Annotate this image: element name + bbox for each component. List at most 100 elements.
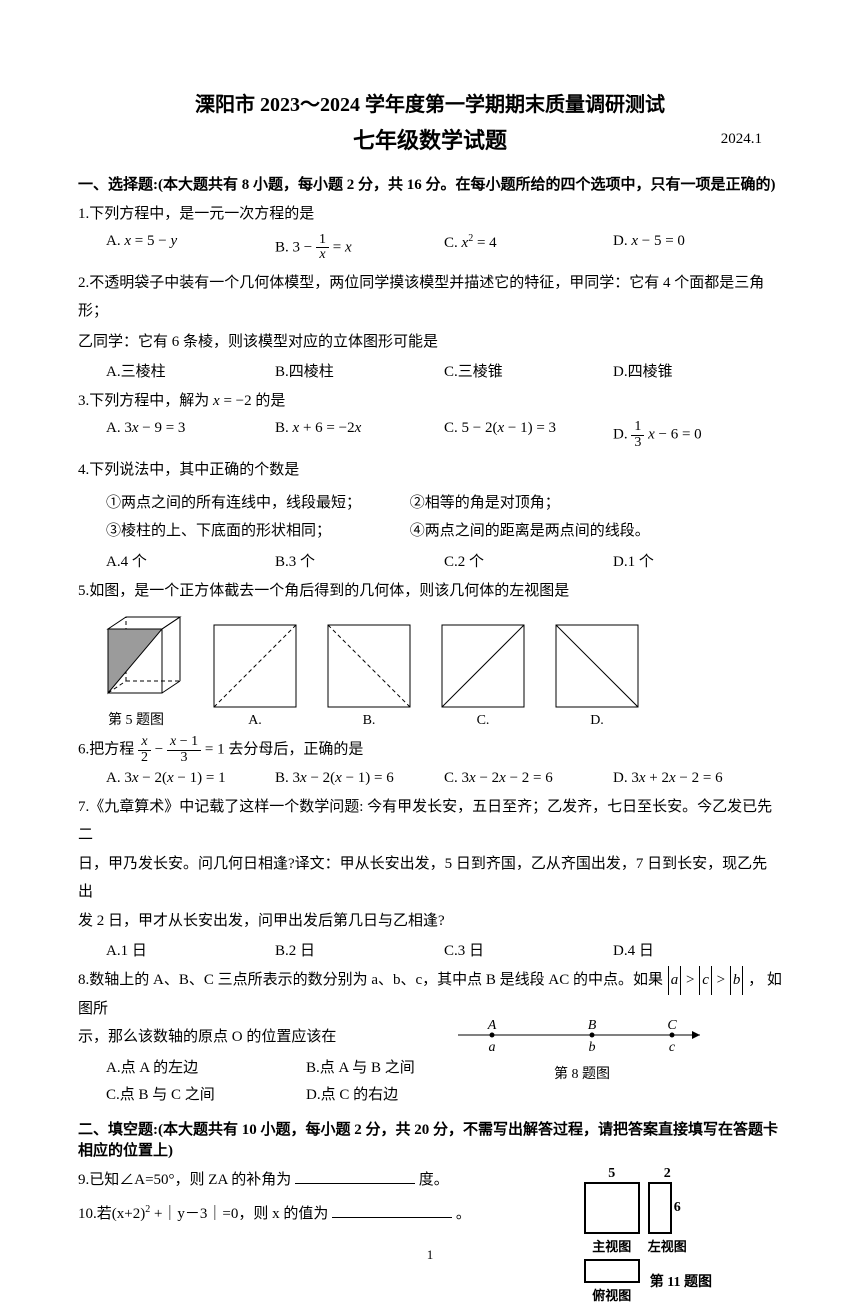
q5-a-label: A. xyxy=(212,713,298,729)
q2-opt-b: B.四棱柱 xyxy=(275,360,444,381)
q5-caption: 第 5 题图 xyxy=(88,709,184,729)
svg-text:a: a xyxy=(489,1040,496,1055)
q3-opt-a: A. 3x − 9 = 3 xyxy=(106,420,275,450)
q5-text: 5.如图，是一个正方体截去一个角后得到的几何体，则该几何体的左视图是 xyxy=(78,577,782,606)
fig11-dim5: 5 xyxy=(584,1166,640,1182)
svg-text:c: c xyxy=(669,1040,676,1055)
square-icon xyxy=(212,623,298,709)
fig11-dim2: 2 xyxy=(648,1166,687,1182)
q1d-post: − 5 = 0 xyxy=(638,233,685,249)
q1-opt-d: D. x − 5 = 0 xyxy=(613,233,782,263)
q3-opt-d: D. 13 x − 6 = 0 xyxy=(613,420,782,450)
q5-opt-c-fig: C. xyxy=(440,623,526,729)
q4-s4: ④两点之间的距离是两点间的线段。 xyxy=(410,523,650,539)
q1-opt-a: A. x = 5 − y xyxy=(106,233,275,263)
q1c-post: = 4 xyxy=(473,235,496,251)
q4-opt-c: C.2 个 xyxy=(444,550,613,571)
fig11-caption: 第 11 题图 xyxy=(650,1271,712,1291)
q7-opt-c: C.3 日 xyxy=(444,939,613,960)
q7-opt-d: D.4 日 xyxy=(613,939,782,960)
q4-opt-a: A.4 个 xyxy=(106,550,275,571)
q9-end: 度。 xyxy=(419,1172,449,1188)
svg-text:A: A xyxy=(487,1018,497,1033)
q4-s2: ②相等的角是对顶角； xyxy=(410,495,560,511)
q1c-pre: C. xyxy=(444,235,458,251)
section1-heading: 一、选择题:(本大题共有 8 小题，每小题 2 分，共 16 分。在每小题所给的… xyxy=(78,173,782,194)
q6-options: A. 3x − 2(x − 1) = 1 B. 3x − 2(x − 1) = … xyxy=(106,770,782,787)
q9-text: 9.已知∠A=50°，则 ZA 的补角为 xyxy=(78,1172,291,1188)
q5-d-label: D. xyxy=(554,713,640,729)
q7-opt-a: A.1 日 xyxy=(106,939,275,960)
q3d-pre: D. xyxy=(613,427,628,443)
q2-opt-a: A.三棱柱 xyxy=(106,360,275,381)
q8-l1-pre: 8.数轴上的 A、B、C 三点所表示的数分别为 a、b、c，其中点 B 是线段 … xyxy=(78,972,667,988)
fig11-dim6: 6 xyxy=(674,1200,681,1216)
q5-opt-b-fig: B. xyxy=(326,623,412,729)
q3-text: 3.下列方程中，解为 x = −2 的是 xyxy=(78,387,782,416)
q1-options: A. x = 5 − y B. 3 − 1x = x C. x2 = 4 D. … xyxy=(106,233,782,263)
q6-opt-a: A. 3x − 2(x − 1) = 1 xyxy=(106,770,275,787)
q2-line1: 2.不透明袋子中装有一个几何体模型，两位同学摸该模型并描述它的特征，甲同学：它有… xyxy=(78,269,782,326)
q2-opt-d: D.四棱锥 xyxy=(613,360,782,381)
q1-opt-c: C. x2 = 4 xyxy=(444,233,613,263)
cube-cut-icon xyxy=(88,613,184,705)
q3-opt-c: C. 5 − 2(x − 1) = 3 xyxy=(444,420,613,450)
q10-mid: +｜y－3｜=0，则 x 的值为 xyxy=(154,1206,328,1222)
square-icon xyxy=(440,623,526,709)
q8-options-row1: A.点 A 的左边 B.点 A 与 B 之间 xyxy=(106,1056,506,1077)
square-icon xyxy=(326,623,412,709)
q6-opt-d: D. 3x + 2x − 2 = 6 xyxy=(613,770,782,787)
q2-opt-c: C.三棱锥 xyxy=(444,360,613,381)
q1b-post: = xyxy=(333,239,345,255)
q4-options: A.4 个 B.3 个 C.2 个 D.1 个 xyxy=(106,550,782,571)
q7-l2: 日，甲乃发长安。问几何日相逢?译文：甲从长安出发，5 日到齐国，乙从齐国出发，7… xyxy=(78,850,782,907)
q1a-label: A. xyxy=(106,233,121,249)
q10-pre: 10.若(x+2) xyxy=(78,1206,145,1222)
q5-opt-a-fig: A. xyxy=(212,623,298,729)
q1b-pre: B. 3 − xyxy=(275,239,316,255)
q1-opt-b: B. 3 − 1x = x xyxy=(275,233,444,263)
exam-title-line2: 七年级数学试题 xyxy=(353,128,507,153)
q7-options: A.1 日 B.2 日 C.3 日 D.4 日 xyxy=(106,939,782,960)
q4-opt-b: B.3 个 xyxy=(275,550,444,571)
q6-opt-c: C. 3x − 2x − 2 = 6 xyxy=(444,770,613,787)
q11-figure: 5 主视图 2 6 左视图 俯视图 第 11 题 xyxy=(584,1166,712,1304)
q8-opt-d: D.点 C 的右边 xyxy=(306,1083,506,1104)
q4-statements-row1: ①两点之间的所有连线中，线段最短； ②相等的角是对顶角； xyxy=(106,489,782,518)
q8-figure: A B C a b c 第 8 题图 xyxy=(452,1017,712,1083)
q5-opt-d-fig: D. xyxy=(554,623,640,729)
q1-text: 1.下列方程中，是一元一次方程的是 xyxy=(78,200,782,229)
svg-text:C: C xyxy=(667,1018,677,1033)
q4-statements-row2: ③棱柱的上、下底面的形状相同； ④两点之间的距离是两点间的线段。 xyxy=(106,517,782,546)
q1d-pre: D. xyxy=(613,233,628,249)
exam-date: 2024.1 xyxy=(721,131,762,148)
q4-s3: ③棱柱的上、下底面的形状相同； xyxy=(106,517,406,546)
fig11-left-label: 左视图 xyxy=(648,1236,687,1255)
q8-figcap: 第 8 题图 xyxy=(452,1063,712,1083)
q4-s1: ①两点之间的所有连线中，线段最短； xyxy=(106,489,406,518)
q6-text: 6.把方程 x2 − x − 13 = 1 去分母后，正确的是 xyxy=(78,735,782,765)
q5-b-label: B. xyxy=(326,713,412,729)
q7-l1: 7.《九章算术》中记载了这样一个数学问题: 今有甲发长安，五日至齐；乙发齐，七日… xyxy=(78,793,782,850)
svg-text:b: b xyxy=(589,1040,596,1055)
q8-options-row2: C.点 B 与 C 之间 D.点 C 的右边 xyxy=(106,1083,506,1104)
q9-blank[interactable] xyxy=(295,1166,415,1184)
q7-opt-b: B.2 日 xyxy=(275,939,444,960)
q4-text: 4.下列说法中，其中正确的个数是 xyxy=(78,456,782,485)
fig11-main-label: 主视图 xyxy=(584,1236,640,1255)
q8-l1: 8.数轴上的 A、B、C 三点所表示的数分别为 a、b、c，其中点 B 是线段 … xyxy=(78,966,782,1023)
svg-text:B: B xyxy=(588,1018,597,1033)
q2-options: A.三棱柱 B.四棱柱 C.三棱锥 D.四棱锥 xyxy=(106,360,782,381)
q7-l3: 发 2 日，甲才从长安出发，问甲出发后第几日与乙相逢? xyxy=(78,907,782,936)
exam-title-line1: 溧阳市 2023～2024 学年度第一学期期末质量调研测试 xyxy=(78,88,782,117)
q6-post: = 1 去分母后，正确的是 xyxy=(205,742,363,758)
number-line-icon: A B C a b c xyxy=(452,1017,712,1063)
q3-options: A. 3x − 9 = 3 B. x + 6 = −2x C. 5 − 2(x … xyxy=(106,420,782,450)
q6-pre: 6.把方程 xyxy=(78,742,138,758)
q6-opt-b: B. 3x − 2(x − 1) = 6 xyxy=(275,770,444,787)
q8-opt-c: C.点 B 与 C 之间 xyxy=(106,1083,306,1104)
q8-opt-a: A.点 A 的左边 xyxy=(106,1056,306,1077)
fig11-top-label: 俯视图 xyxy=(584,1285,640,1304)
q2-line2: 乙同学：它有 6 条棱，则该模型对应的立体图形可能是 xyxy=(78,328,782,357)
q10-end: 。 xyxy=(456,1206,471,1222)
